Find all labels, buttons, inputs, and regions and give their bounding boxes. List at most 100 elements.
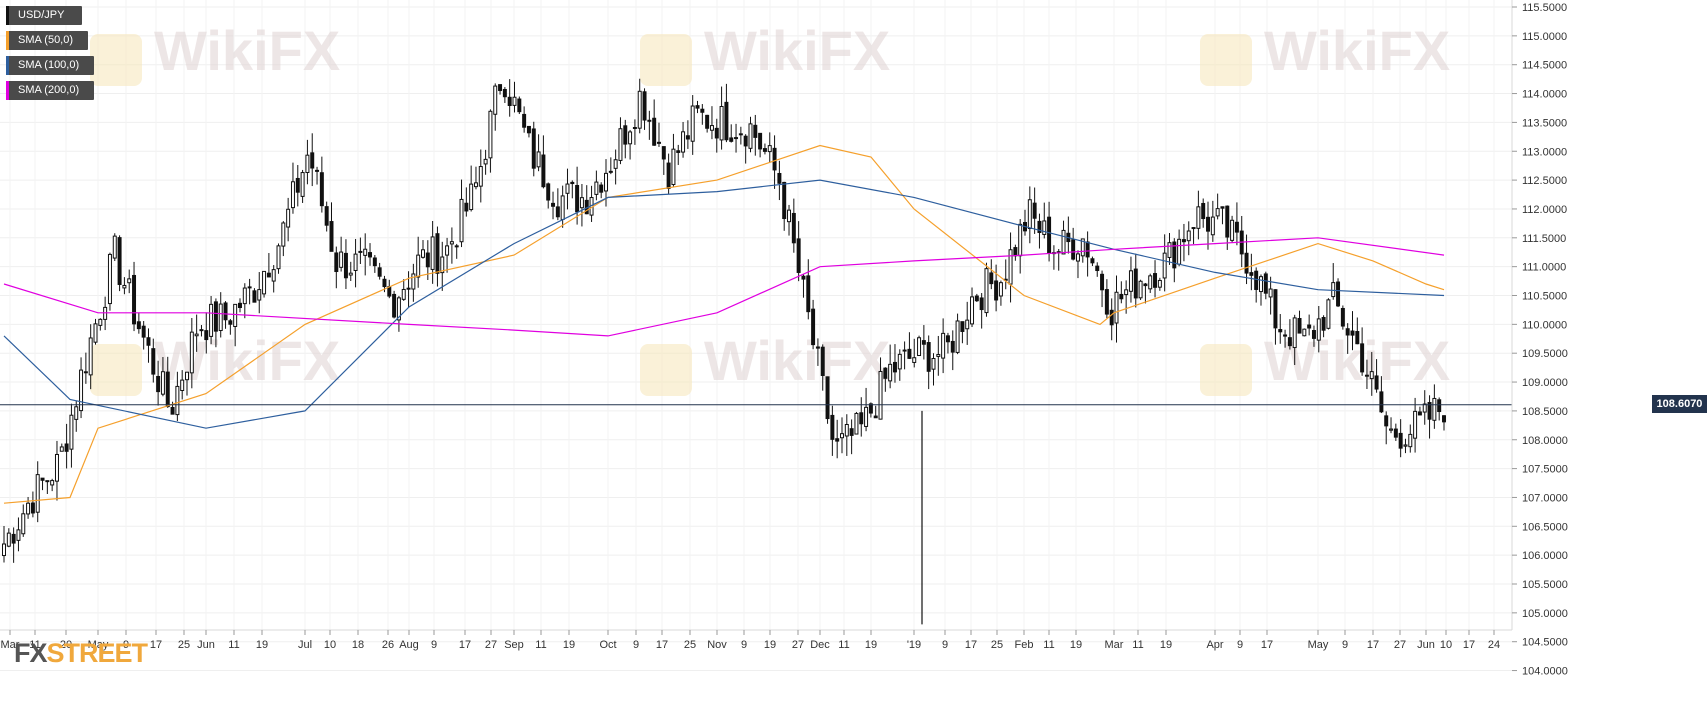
candle-body	[1283, 334, 1288, 337]
brand-street: STREET	[46, 638, 149, 668]
candle-body	[1114, 291, 1119, 324]
candle-body	[290, 181, 295, 209]
candle-body	[1360, 343, 1365, 373]
y-tick-label: 110.5000	[1522, 291, 1567, 303]
candle-body	[1124, 289, 1129, 296]
candle-body	[522, 113, 527, 128]
candle-body	[647, 119, 652, 122]
candle-body	[21, 513, 26, 535]
candle-body	[748, 123, 753, 149]
candle-body	[652, 117, 657, 146]
candle-body	[449, 241, 454, 245]
y-tick-label: 115.5000	[1522, 2, 1567, 14]
candle-body	[762, 148, 767, 152]
candle-body	[840, 433, 844, 439]
candle-body	[1109, 309, 1114, 326]
candle-body	[526, 125, 531, 134]
y-tick-label: 113.5000	[1522, 117, 1567, 129]
candle-body	[782, 181, 787, 220]
candle-body	[406, 287, 411, 290]
candle-body	[242, 287, 247, 305]
watermark-logo	[90, 34, 142, 86]
x-tick-label: May	[1308, 639, 1329, 651]
y-tick-label: 112.5000	[1522, 175, 1567, 187]
candle-body	[849, 428, 854, 436]
candle-body	[363, 248, 368, 256]
candle-body	[897, 353, 902, 370]
candle-body	[319, 172, 324, 207]
candle-body	[454, 245, 459, 248]
candle-body	[536, 151, 541, 168]
legend-usdjpy[interactable]: USD/JPY	[6, 6, 82, 25]
legend-sma-200[interactable]: SMA (200,0)	[6, 81, 94, 100]
candle-body	[83, 371, 88, 374]
candle-body	[300, 172, 305, 197]
y-tick-label: 107.5000	[1522, 464, 1568, 476]
candle-body	[281, 222, 286, 247]
candle-body	[1326, 299, 1331, 329]
candle-body	[1167, 242, 1172, 258]
candle-body	[815, 346, 820, 349]
candle-body	[252, 290, 257, 303]
candle-body	[93, 323, 98, 343]
candle-body	[695, 105, 700, 109]
x-tick-label: 19	[865, 639, 877, 651]
watermark-logo	[640, 344, 692, 396]
candle-body	[1013, 247, 1018, 257]
legend-sma-50[interactable]: SMA (50,0)	[6, 31, 88, 50]
candle-body	[233, 303, 238, 327]
candle-body	[194, 333, 199, 337]
candle-body	[1403, 444, 1408, 447]
legend-swatch-sma-50	[6, 31, 9, 50]
candle-body	[464, 202, 469, 212]
x-tick-label: 19	[256, 639, 268, 651]
candle-body	[604, 172, 608, 192]
candle-body	[151, 348, 156, 375]
candle-body	[878, 370, 883, 420]
candle-body	[445, 245, 450, 256]
candle-body	[1090, 258, 1095, 264]
candle-body	[1364, 374, 1369, 377]
candle-body	[917, 337, 922, 357]
candle-body	[79, 369, 84, 412]
x-tick-label: 27	[792, 639, 804, 651]
candle-body	[1379, 391, 1384, 413]
candle-body	[266, 272, 271, 278]
x-tick-label: 11	[1132, 639, 1143, 651]
candle-body	[767, 145, 772, 153]
candle-body	[483, 158, 488, 165]
x-tick-label: Nov	[707, 639, 727, 651]
y-tick-label: 106.0000	[1522, 550, 1568, 562]
candle-body	[791, 212, 796, 244]
candle-body	[671, 148, 676, 186]
candle-body	[844, 424, 849, 437]
candle-body	[1258, 276, 1263, 293]
candle-body	[1215, 208, 1220, 217]
candle-body	[994, 280, 999, 301]
candle-body	[1244, 252, 1249, 274]
candle-body	[1119, 293, 1124, 300]
candle-body	[1422, 403, 1427, 413]
candle-body	[1138, 280, 1143, 299]
candle-body	[1268, 288, 1273, 298]
candle-body	[517, 98, 522, 113]
candle-body	[912, 357, 917, 363]
sma-line-100	[3, 179, 1445, 429]
candle-body	[175, 385, 180, 416]
legend-label-sma-100: SMA (100,0)	[18, 59, 80, 71]
candle-body	[936, 354, 941, 357]
x-tick-label: 17	[965, 639, 977, 651]
x-tick-label: 20	[60, 639, 72, 651]
candle-body	[661, 146, 666, 160]
candle-body	[1442, 415, 1446, 423]
y-tick-label: 107.0000	[1522, 492, 1568, 504]
legend-sma-100[interactable]: SMA (100,0)	[6, 56, 94, 75]
candle-body	[223, 302, 228, 321]
watermark-text: WikiFX	[154, 329, 340, 392]
x-tick-label: 11	[228, 639, 239, 651]
candle-body	[473, 182, 478, 188]
y-tick-label: 111.0000	[1522, 262, 1566, 274]
candle-body	[690, 105, 695, 142]
candle-body	[796, 238, 801, 273]
